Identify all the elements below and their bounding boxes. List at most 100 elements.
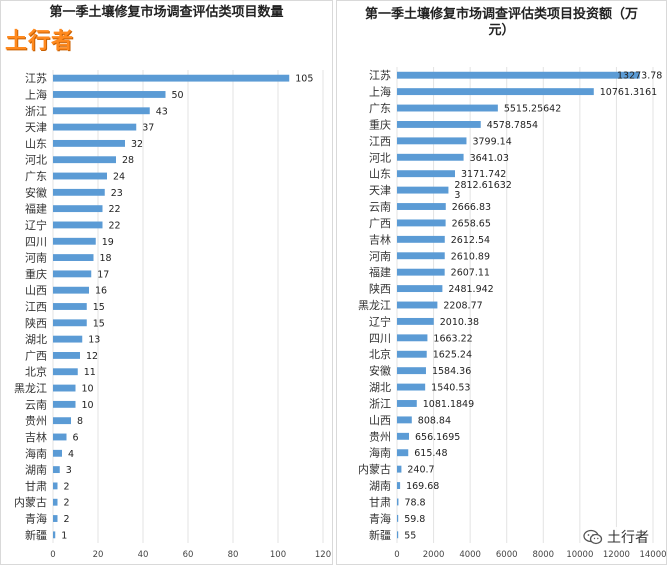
investment-bar	[397, 88, 594, 96]
count-value-label: 50	[172, 90, 184, 101]
investment-value-label: 1625.24	[433, 350, 472, 361]
investment-category-label: 重庆	[369, 117, 391, 131]
count-tick-label: 60	[183, 550, 194, 560]
investment-category-label: 四川	[369, 332, 391, 345]
investment-category-label: 陕西	[369, 282, 391, 296]
count-value-label: 4	[68, 449, 74, 460]
investment-bar	[397, 203, 446, 210]
investment-bar-chart: 0 2000 4000 6000 8000 10000 12000 14000 江苏 13273.…	[358, 67, 667, 560]
count-bar	[53, 172, 107, 180]
count-category-label: 安徽	[25, 185, 47, 199]
investment-category-label: 江西	[369, 135, 391, 148]
count-category-label: 甘肃	[25, 480, 47, 493]
count-category-label: 山东	[25, 137, 47, 150]
count-bar	[53, 205, 103, 213]
count-bar	[53, 188, 105, 196]
count-value-label: 3	[66, 465, 72, 476]
count-chart-panel: 第一季土壤修复市场调查评估类项目数量 土行者 0 20 40 60 80 100 120 江苏…	[0, 0, 333, 565]
investment-bar	[397, 301, 438, 309]
investment-value-label: 1540.53	[431, 383, 470, 394]
count-value-label: 11	[84, 367, 96, 378]
investment-bar	[397, 449, 409, 457]
count-bar	[53, 74, 290, 82]
count-value-label: 13	[88, 335, 100, 346]
count-value-label: 22	[109, 220, 121, 231]
investment-value-label: 2607.11	[451, 268, 490, 279]
investment-bar	[397, 367, 426, 375]
count-tick-label: 120	[315, 550, 331, 560]
investment-bar	[397, 400, 417, 407]
investment-value-label: 2481.942	[448, 284, 493, 295]
count-bar	[53, 417, 71, 425]
investment-category-label: 内蒙古	[358, 462, 391, 476]
count-category-label: 山西	[25, 284, 47, 297]
count-value-label: 6	[73, 432, 79, 443]
investment-category-label: 上海	[369, 85, 391, 99]
investment-tick-label: 10000	[566, 550, 593, 560]
count-value-label: 43	[156, 106, 168, 117]
investment-value-label: 656.1695	[415, 432, 460, 443]
watermark: 土行者	[583, 527, 649, 547]
investment-value-label: 2010.38	[440, 317, 479, 328]
investment-bar	[397, 71, 640, 79]
investment-value-label: 5515.25642	[504, 104, 561, 115]
count-category-label: 广东	[25, 170, 47, 183]
investment-value-label: 2666.83	[452, 202, 491, 213]
investment-category-label: 河南	[369, 250, 391, 263]
investment-category-label: 黑龙江	[358, 299, 391, 312]
investment-category-label: 云南	[369, 201, 391, 214]
watermark-text: 土行者	[607, 530, 649, 546]
count-bar	[53, 107, 150, 115]
count-category-label: 天津	[25, 121, 47, 134]
investment-chart-panel: 第一季土壤修复市场调查评估类项目投资额（万元） 0 2000 4000 6000 800…	[336, 0, 667, 565]
count-category-label: 云南	[25, 398, 47, 411]
count-value-label: 2	[64, 481, 70, 492]
investment-bar	[397, 219, 446, 227]
investment-category-label: 甘肃	[369, 496, 391, 509]
investment-tick-label: 2000	[423, 550, 445, 560]
investment-value-label: 59.8	[404, 514, 425, 525]
wechat-icon	[583, 529, 603, 545]
investment-category-label: 湖北	[369, 381, 391, 394]
investment-category-label: 青海	[369, 511, 391, 525]
investment-value-label: 10761.3161	[600, 87, 657, 98]
count-value-label: 23	[111, 188, 123, 199]
count-category-label: 浙江	[25, 105, 47, 118]
investment-category-label: 天津	[369, 184, 391, 197]
count-value-label: 15	[93, 302, 105, 313]
count-bar	[53, 303, 87, 310]
investment-bar	[397, 350, 427, 358]
investment-bar	[397, 170, 455, 178]
investment-tick-label: 4000	[459, 550, 481, 560]
count-value-label: 18	[100, 253, 112, 264]
count-value-label: 10	[82, 400, 94, 411]
investment-value-label: 615.48	[414, 448, 447, 459]
count-bar	[53, 498, 58, 506]
count-value-label: 24	[113, 172, 125, 183]
count-bar	[53, 433, 67, 441]
investment-bar	[397, 514, 399, 522]
count-category-label: 北京	[25, 365, 47, 379]
count-value-label: 28	[122, 155, 134, 166]
investment-bar	[397, 104, 498, 112]
count-value-label: 15	[93, 318, 105, 329]
count-bar	[53, 400, 76, 408]
investment-bar	[397, 465, 402, 473]
investment-bar	[397, 317, 434, 325]
investment-tick-label: 0	[394, 550, 399, 560]
brand-logo: 土行者	[5, 29, 75, 54]
count-value-label: 19	[102, 237, 114, 248]
investment-category-label: 福建	[369, 265, 391, 279]
investment-bar	[397, 531, 399, 539]
count-value-label: 17	[97, 269, 109, 280]
count-chart-title: 第一季土壤修复市场调查评估类项目数量	[49, 5, 284, 20]
count-bar	[53, 352, 80, 359]
count-bar	[53, 286, 89, 294]
count-category-label: 黑龙江	[14, 382, 47, 395]
investment-category-label: 江苏	[369, 69, 391, 82]
count-category-label: 江西	[25, 301, 47, 314]
count-bar	[53, 449, 62, 457]
investment-category-label: 浙江	[369, 397, 391, 410]
count-category-label: 福建	[25, 202, 47, 216]
